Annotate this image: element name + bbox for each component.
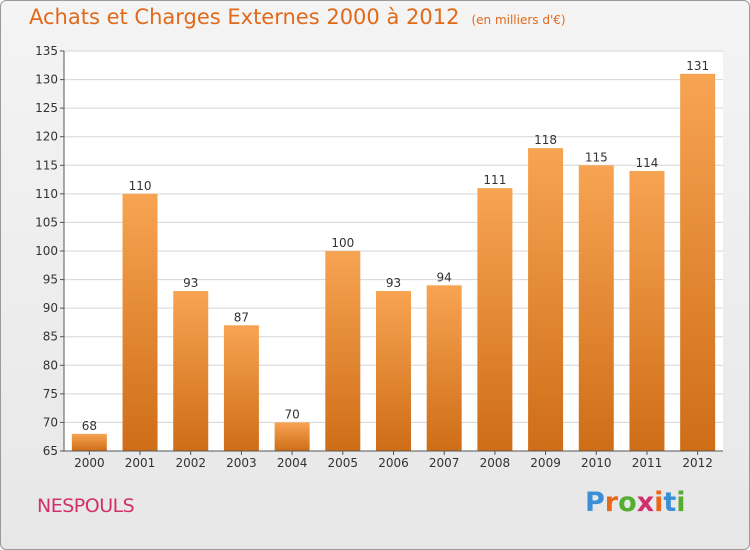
y-tick-label: 85 xyxy=(43,330,58,344)
bar-value-label: 93 xyxy=(183,276,198,290)
x-tick-label: 2001 xyxy=(125,456,156,470)
y-tick-label: 65 xyxy=(43,444,58,458)
bar-value-label: 114 xyxy=(636,156,659,170)
bar xyxy=(528,148,564,451)
x-axis: 2000 2001 2002 2003 2004 2005 2006 2007 2008 2009… xyxy=(64,450,723,470)
bar xyxy=(376,291,411,451)
x-tick-label: 2000 xyxy=(74,456,105,470)
bar-value-label: 111 xyxy=(483,173,506,187)
y-tick-label: 105 xyxy=(35,215,58,229)
unit-label: (en milliers d'€) xyxy=(471,13,566,27)
y-tick-label: 130 xyxy=(35,73,58,87)
y-tick-label: 90 xyxy=(43,301,58,315)
bar-value-label: 87 xyxy=(234,310,249,324)
bar-value-label: 93 xyxy=(386,276,401,290)
logo-letter: i xyxy=(654,487,664,518)
bar-value-label: 100 xyxy=(331,236,354,250)
y-tick-label: 100 xyxy=(35,244,58,258)
bar-value-label: 115 xyxy=(585,150,608,164)
bar-value-label: 70 xyxy=(284,407,299,421)
x-tick-label: 2008 xyxy=(480,456,511,470)
x-tick-label: 2005 xyxy=(328,456,359,470)
y-tick-label: 70 xyxy=(43,415,58,429)
x-tick-label: 2009 xyxy=(530,456,561,470)
bar xyxy=(122,193,158,451)
y-axis: 65 70 75 80 85 90 95 100 105 110 115 120 125 130 135 xyxy=(35,44,65,458)
bar-value-label: 110 xyxy=(129,179,152,193)
x-tick-label: 2011 xyxy=(632,456,663,470)
y-tick-label: 115 xyxy=(35,158,58,172)
x-tick-label: 2003 xyxy=(226,456,257,470)
bar-value-label: 68 xyxy=(82,419,97,433)
bar xyxy=(325,251,361,451)
chart-title: Achats et Charges Externes 2000 à 2012 (e… xyxy=(29,5,566,29)
x-tick-label: 2006 xyxy=(378,456,409,470)
y-tick-label: 80 xyxy=(43,358,58,372)
bar xyxy=(578,165,614,452)
y-tick-label: 95 xyxy=(43,273,58,287)
bar-value-label: 131 xyxy=(686,59,709,73)
y-tick-label: 135 xyxy=(35,44,58,58)
place-name: NESPOULS xyxy=(37,495,135,517)
y-tick-label: 75 xyxy=(43,387,58,401)
x-tick-label: 2012 xyxy=(682,456,713,470)
logo-letter: o xyxy=(618,487,637,518)
bar xyxy=(274,422,310,451)
y-tick-label: 120 xyxy=(35,130,58,144)
logo-letter: t xyxy=(663,487,677,518)
logo-letter: x xyxy=(636,487,655,518)
x-tick-label: 2010 xyxy=(581,456,612,470)
bar xyxy=(71,433,107,451)
bar-value-label: 118 xyxy=(534,133,557,147)
y-tick-label: 125 xyxy=(35,101,58,115)
bar-value-label: 94 xyxy=(437,270,452,284)
x-tick-label: 2004 xyxy=(277,456,308,470)
bar xyxy=(223,325,259,451)
logo-letter: P xyxy=(585,487,605,518)
bar xyxy=(173,291,209,451)
proxiti-logo: Proxiti xyxy=(585,487,686,518)
bar xyxy=(680,73,716,451)
logo-letter: r xyxy=(604,487,619,518)
logo-letter: i xyxy=(676,487,686,518)
x-tick-label: 2007 xyxy=(429,456,460,470)
bars: 68 110 93 87 70 100 93 94 111 118 115 114 131 xyxy=(71,59,716,452)
title-text: Achats et Charges Externes 2000 à 2012 xyxy=(29,5,460,29)
bar xyxy=(477,188,513,451)
x-tick-label: 2002 xyxy=(175,456,206,470)
bar xyxy=(629,171,665,451)
bar xyxy=(426,285,462,451)
y-tick-label: 110 xyxy=(35,187,58,201)
